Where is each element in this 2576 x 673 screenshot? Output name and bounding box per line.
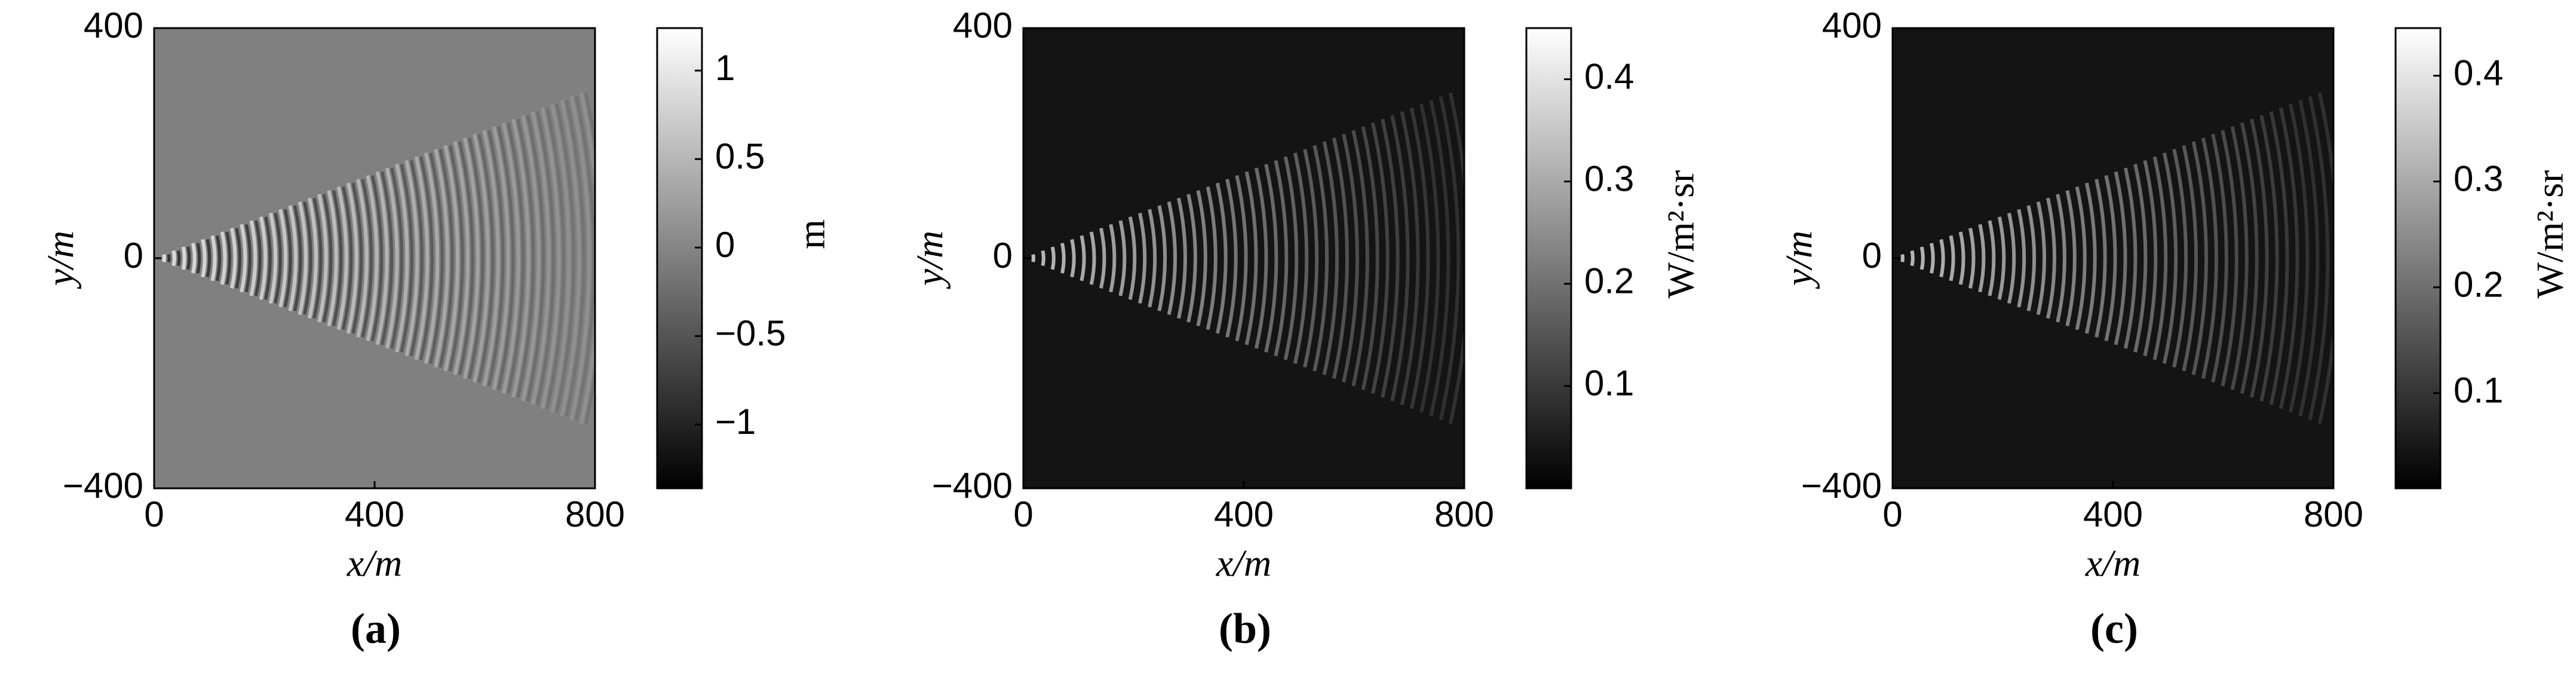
colorbar-frame bbox=[1525, 27, 1572, 490]
x-axis-label: x/m bbox=[1216, 542, 1271, 585]
colorbar-label: W/m²·sr bbox=[1660, 170, 1702, 299]
colorbar-tick-label: −0.5 bbox=[715, 313, 786, 353]
x-axis-label: x/m bbox=[346, 542, 402, 585]
y-axis-label: y/m bbox=[39, 231, 82, 289]
colorbar-tick-label: 0.2 bbox=[1584, 261, 1634, 301]
y-tick-label: 400 bbox=[953, 5, 1013, 45]
wake-pattern bbox=[1031, 92, 1464, 424]
y-tick-label: 0 bbox=[993, 235, 1013, 276]
x-tick-label: 0 bbox=[144, 494, 164, 534]
colorbar-tick-label: 0.3 bbox=[1584, 159, 1634, 199]
caption: (b) bbox=[1219, 605, 1271, 653]
plot-background bbox=[1023, 28, 1464, 488]
y-tick-label: 0 bbox=[124, 235, 143, 276]
x-tick-label: 400 bbox=[345, 494, 404, 534]
x-tick-label: 800 bbox=[2304, 494, 2363, 534]
plot-background bbox=[154, 28, 595, 488]
colorbar-tick-label: 0.1 bbox=[2454, 371, 2503, 411]
wake-pattern bbox=[162, 92, 595, 424]
y-axis-label: y/m bbox=[909, 231, 951, 289]
colorbar-tick-label: 0.2 bbox=[2454, 265, 2503, 305]
caption: (a) bbox=[351, 605, 401, 653]
colorbar-tick-label: 0.4 bbox=[1584, 56, 1634, 96]
caption: (c) bbox=[2090, 605, 2138, 653]
colorbar bbox=[2396, 28, 2440, 488]
wake-pattern bbox=[1900, 92, 2333, 424]
y-tick-label: 0 bbox=[1862, 235, 1882, 276]
y-tick-label: −400 bbox=[1801, 466, 1882, 506]
colorbar-frame bbox=[656, 27, 703, 490]
x-tick-label: 400 bbox=[1214, 494, 1274, 534]
colorbar-tick-label: 0.1 bbox=[1584, 363, 1634, 403]
colorbar-tick-label: 0 bbox=[715, 225, 735, 265]
colorbar-label: W/m²·sr bbox=[2529, 170, 2571, 299]
y-tick-label: −400 bbox=[63, 466, 143, 506]
panel: 0 400 800−4000400x/my/m(c)0.10.20.30.4W/m²… bbox=[1778, 5, 2571, 653]
x-axis-label: x/m bbox=[2085, 542, 2140, 585]
colorbar-tick-label: 0.5 bbox=[715, 136, 765, 176]
colorbar-frame bbox=[2394, 27, 2442, 490]
colorbar-label: m bbox=[790, 219, 833, 249]
colorbar-tick-label: 0.3 bbox=[2454, 159, 2503, 199]
y-tick-label: 400 bbox=[1822, 5, 1882, 45]
x-tick-label: 400 bbox=[2083, 494, 2143, 534]
colorbar-tick-label: 0.4 bbox=[2454, 53, 2503, 93]
x-tick-label: 0 bbox=[1013, 494, 1033, 534]
y-tick-label: −400 bbox=[932, 466, 1013, 506]
colorbar-tick-label: 1 bbox=[715, 48, 735, 88]
y-tick-label: 400 bbox=[84, 5, 143, 45]
colorbar bbox=[1526, 28, 1571, 488]
x-tick-label: 800 bbox=[1434, 494, 1494, 534]
x-tick-label: 800 bbox=[565, 494, 625, 534]
colorbar bbox=[657, 28, 702, 488]
y-axis-label: y/m bbox=[1778, 231, 1820, 289]
colorbar-tick-label: −1 bbox=[715, 402, 756, 442]
panel: 0 400 800−4000400x/my/m(b)0.10.20.30.4W/m²… bbox=[909, 5, 1702, 653]
plot-background bbox=[1893, 28, 2333, 488]
x-tick-label: 0 bbox=[1882, 494, 1902, 534]
